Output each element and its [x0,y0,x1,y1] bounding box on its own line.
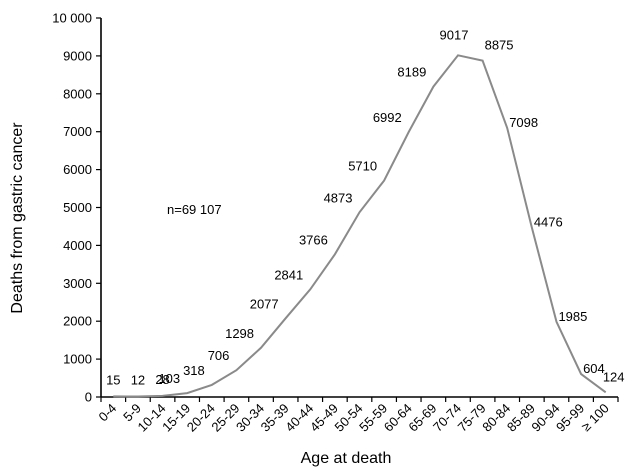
data-label: 103 [158,371,180,386]
data-label: 124 [603,369,625,384]
x-axis-title: Age at death [301,450,392,467]
y-tick-label: 10 000 [52,11,92,26]
data-label: 9017 [440,27,469,42]
data-label: 4476 [534,214,563,229]
data-label: 6992 [373,110,402,125]
data-label: 5710 [348,159,377,174]
y-tick-label: 9000 [63,48,92,63]
data-label: 706 [208,348,230,363]
data-label: 318 [183,363,205,378]
y-tick-label: 5000 [63,200,92,215]
data-label: 7098 [509,115,538,130]
y-tick-label: 7000 [63,124,92,139]
data-label: 8875 [485,38,514,53]
y-tick-label: 6000 [63,162,92,177]
y-axis-title: Deaths from gastric cancer [9,122,26,314]
data-label: 8189 [397,65,426,80]
data-label: 28 [155,372,169,387]
data-label: 604 [583,361,605,376]
y-tick-label: 4000 [63,238,92,253]
y-tick-label: 0 [85,390,92,405]
sample-size-annotation: n=69 107 [167,202,222,217]
data-label: 1298 [225,326,254,341]
data-label: 15 [106,372,120,387]
series-line [113,54,607,398]
data-label: 1985 [558,309,587,324]
x-axis-ticks: 0-4 5-910-1415-1920-2425-2930-3435-3940-4… [96,397,619,435]
x-tick-label: 95-99 [553,401,587,435]
data-label: 2077 [250,296,279,311]
y-tick-label: 1000 [63,352,92,367]
data-label: 4873 [324,190,353,205]
data-label: 12 [131,373,145,388]
y-axis-ticks: 0 1000 2000 3000 4000 5000 6000 7000 8000 9000 10 … [52,11,101,405]
y-tick-label: 2000 [63,314,92,329]
data-label: 3766 [299,232,328,247]
y-tick-label: 3000 [63,276,92,291]
x-tick-label: 0-4 [96,401,120,425]
y-tick-label: 8000 [63,86,92,101]
data-label: 2841 [274,267,303,282]
x-tick-label: ≥ 100 [578,401,612,435]
